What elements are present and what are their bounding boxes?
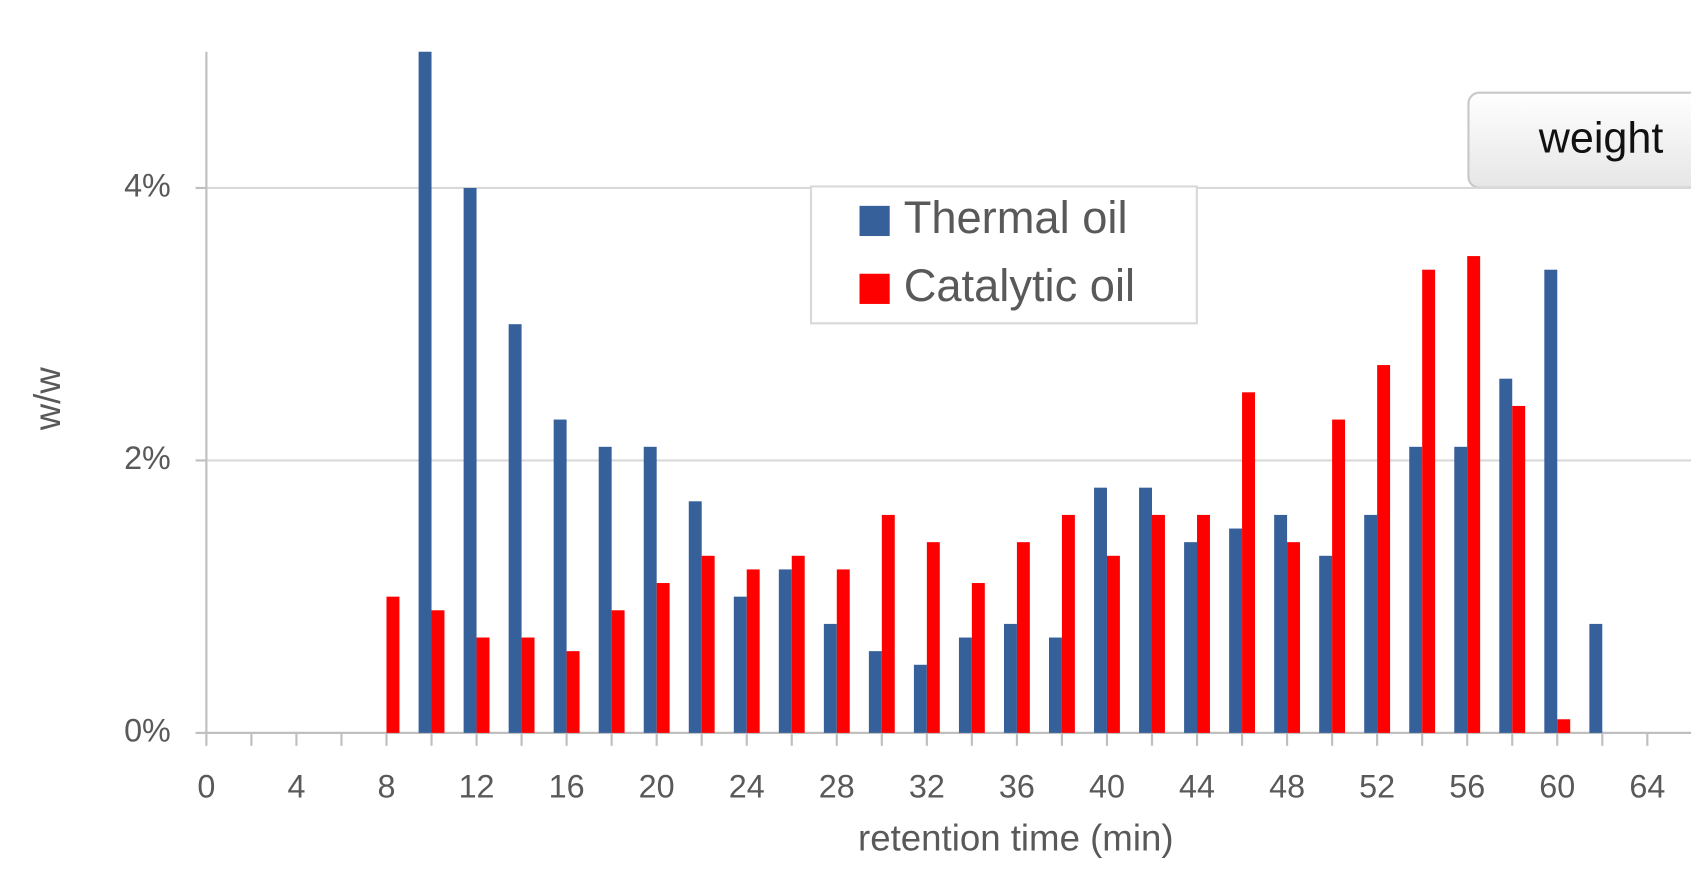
bar xyxy=(1229,528,1243,733)
bar xyxy=(823,623,837,733)
bar xyxy=(1454,446,1468,733)
x-tick-label: 8 xyxy=(378,768,396,804)
bar xyxy=(1319,555,1333,733)
bar xyxy=(1094,487,1107,733)
bar xyxy=(868,651,882,733)
x-tick-label: 16 xyxy=(549,768,585,804)
bar xyxy=(1544,269,1558,733)
bar xyxy=(746,569,760,733)
x-tick-label: 64 xyxy=(1629,768,1665,804)
bar xyxy=(508,324,522,733)
legend-swatch xyxy=(859,205,890,237)
bar xyxy=(1467,256,1481,733)
bar xyxy=(1139,487,1152,733)
bar xyxy=(1106,555,1120,733)
bar xyxy=(971,583,985,733)
bar xyxy=(1377,365,1391,733)
bar xyxy=(688,501,702,733)
x-tick-label: 12 xyxy=(459,768,495,804)
bar xyxy=(913,664,927,733)
bar xyxy=(598,446,612,733)
bar xyxy=(431,610,445,733)
x-tick-label: 20 xyxy=(639,768,675,804)
y-axis-label: w/w xyxy=(27,367,68,432)
bar xyxy=(476,637,490,733)
bar xyxy=(1409,446,1423,733)
bar xyxy=(1422,269,1436,733)
bar xyxy=(521,637,535,733)
bar xyxy=(1287,542,1301,733)
bar xyxy=(1151,514,1165,733)
y-tick-label: 0% xyxy=(124,712,171,748)
bar xyxy=(926,542,940,733)
button-label[interactable]: weight xyxy=(1538,115,1664,163)
bar xyxy=(791,555,805,733)
x-tick-label: 44 xyxy=(1179,768,1215,804)
bar xyxy=(1016,542,1030,733)
bar xyxy=(386,596,400,733)
x-tick-label: 36 xyxy=(999,768,1035,804)
x-tick-label: 60 xyxy=(1539,768,1575,804)
bar xyxy=(1557,719,1571,733)
bar xyxy=(1184,542,1198,733)
x-axis-label: retention time (min) xyxy=(858,817,1173,858)
legend: Thermal oil Catalytic oil xyxy=(809,185,1198,325)
bar xyxy=(1061,514,1075,733)
x-tick-label: 40 xyxy=(1089,768,1125,804)
bar xyxy=(566,651,580,733)
bar xyxy=(1197,514,1210,733)
bar xyxy=(656,583,670,733)
legend-swatch xyxy=(859,273,890,304)
bar xyxy=(958,637,972,733)
y-tick-label: 4% xyxy=(124,168,171,204)
bar xyxy=(1332,419,1346,733)
bar xyxy=(1589,623,1603,733)
x-tick-label: 4 xyxy=(287,768,305,804)
x-tick-label: 52 xyxy=(1359,768,1395,804)
bar xyxy=(611,610,625,733)
bar xyxy=(1003,623,1017,733)
bar xyxy=(1364,514,1378,733)
bar xyxy=(1274,514,1288,733)
bar xyxy=(778,569,792,733)
legend-label: Catalytic oil xyxy=(904,260,1135,311)
bar xyxy=(836,569,850,733)
x-tick-label: 32 xyxy=(909,768,945,804)
bar xyxy=(1512,405,1526,733)
bar xyxy=(881,514,895,733)
x-tick-label: 48 xyxy=(1269,768,1305,804)
x-tick-label: 0 xyxy=(197,768,215,804)
bar xyxy=(701,555,715,733)
bar xyxy=(418,51,432,733)
x-tick-label: 24 xyxy=(729,768,765,804)
bar xyxy=(553,419,567,733)
bar xyxy=(733,596,747,733)
bar xyxy=(643,446,657,733)
legend-label: Thermal oil xyxy=(904,192,1128,243)
bar xyxy=(1049,637,1062,733)
x-tick-label: 28 xyxy=(819,768,855,804)
x-tick-label: 56 xyxy=(1449,768,1485,804)
bar xyxy=(1499,378,1513,733)
bar xyxy=(463,187,477,733)
bar xyxy=(1242,392,1255,733)
y-tick-label: 2% xyxy=(124,440,171,476)
